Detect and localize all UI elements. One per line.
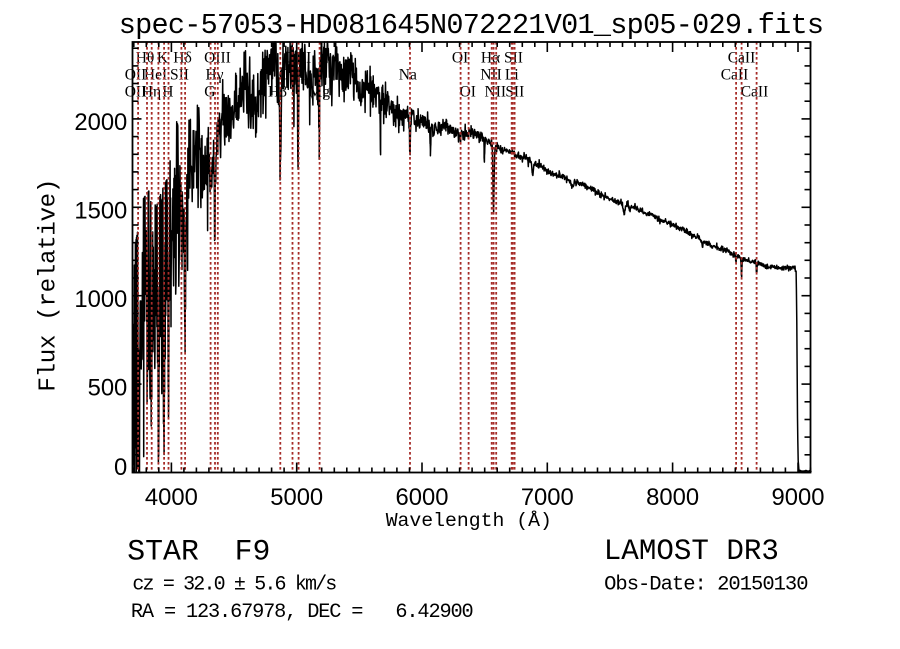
svg-text:cz = 32.0 ± 5.6 km/s: cz = 32.0 ± 5.6 km/s [132,574,336,597]
svg-text:Flux (relative): Flux (relative) [35,179,62,392]
svg-text:SII: SII [170,67,189,84]
svg-text:RA = 123.67978, DEC = 6.4290: RA = 123.67978, DEC = 6.42900 [131,601,473,624]
svg-text:1000: 1000 [74,286,127,313]
svg-text:4000: 4000 [145,484,198,511]
svg-text:0: 0 [114,454,127,481]
svg-text:7000: 7000 [521,484,574,511]
svg-text:5000: 5000 [270,484,323,511]
svg-text:Hα: Hα [481,50,500,67]
svg-text:CaII: CaII [721,67,749,84]
svg-text:Wavelength (Å): Wavelength (Å) [386,510,552,532]
svg-text:Li: Li [505,67,519,84]
svg-text:STAR F9: STAR F9 [127,535,270,569]
svg-text:Obs-Date: 20150130: Obs-Date: 20150130 [604,574,808,597]
svg-text:Hδ: Hδ [173,50,192,67]
svg-text:8000: 8000 [646,484,699,511]
svg-text:HeI: HeI [144,67,167,84]
svg-text:2000: 2000 [74,109,127,136]
svg-text:K: K [157,50,169,67]
svg-text:LAMOST DR3: LAMOST DR3 [604,535,779,568]
svg-text:OII: OII [125,67,147,84]
svg-text:9000: 9000 [772,484,825,511]
svg-text:CaII: CaII [741,84,769,101]
svg-text:spec-57053-HD081645N072221V01_: spec-57053-HD081645N072221V01_sp05-029.f… [119,9,823,42]
svg-text:NII: NII [485,84,507,101]
svg-text:OII: OII [125,84,147,101]
svg-text:Hθ: Hθ [136,50,155,67]
svg-text:Na: Na [399,67,417,84]
svg-text:1500: 1500 [74,198,127,225]
svg-text:6000: 6000 [396,484,449,511]
svg-text:500: 500 [88,374,128,401]
